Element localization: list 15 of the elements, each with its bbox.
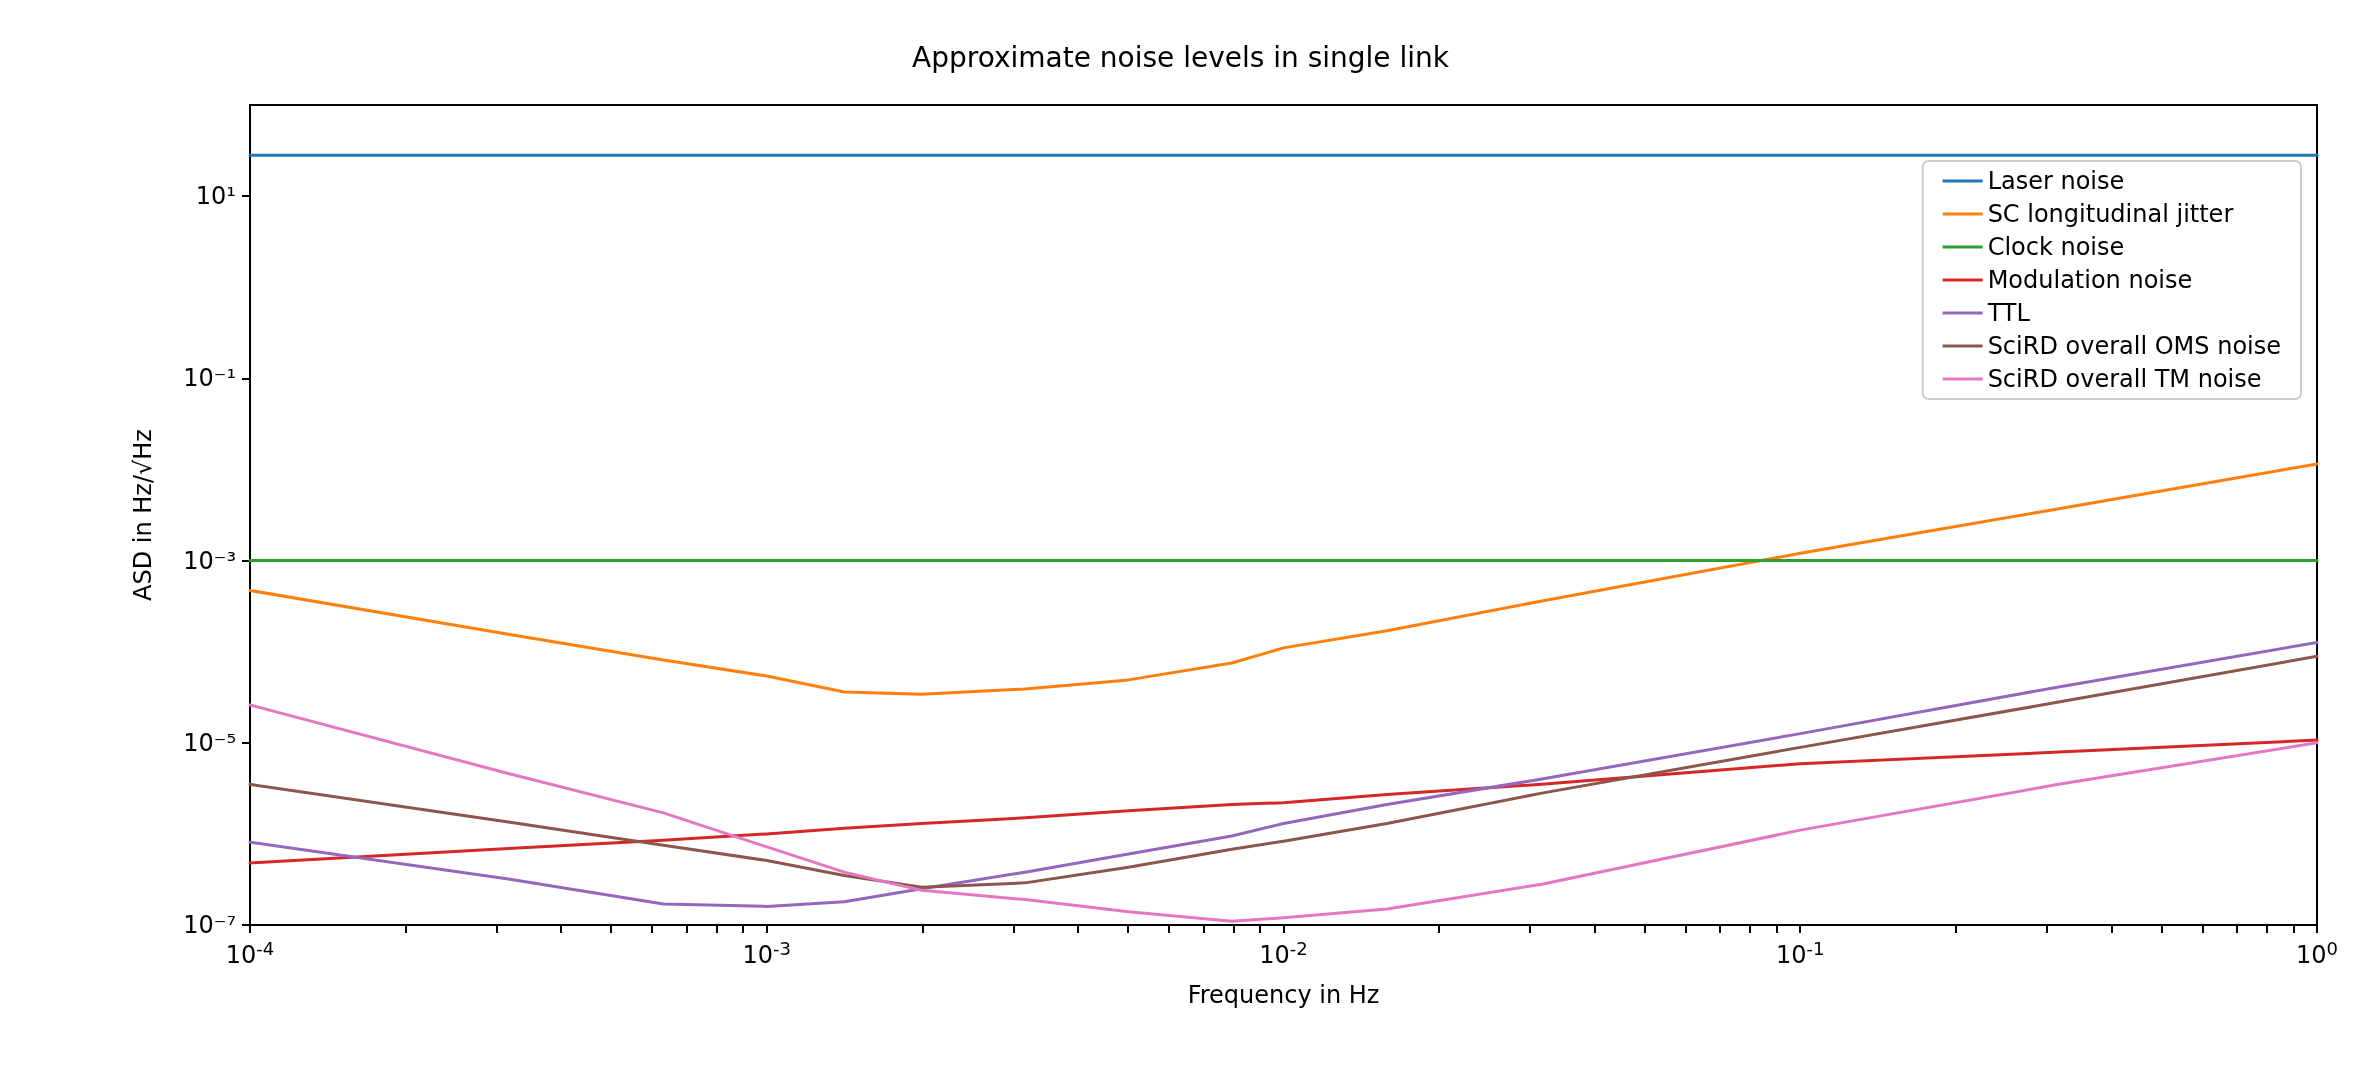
legend-label: Laser noise bbox=[1987, 167, 2125, 195]
legend-label: SC longitudinal jitter bbox=[1987, 200, 2234, 228]
x-axis-title: Frequency in Hz bbox=[1187, 981, 1380, 1009]
y-tick-label: 10⁻⁷ bbox=[183, 911, 236, 939]
y-tick-label: 10¹ bbox=[195, 182, 236, 211]
legend-label: SciRD overall TM noise bbox=[1987, 365, 2262, 393]
y-tick-label: 10⁻⁵ bbox=[183, 728, 236, 757]
legend-label: Clock noise bbox=[1987, 233, 2125, 261]
chart-title: Approximate noise levels in single link bbox=[912, 40, 1450, 74]
legend-label: SciRD overall OMS noise bbox=[1987, 332, 2282, 360]
y-tick-label: 10⁻³ bbox=[183, 546, 236, 575]
legend-label: TTL bbox=[1986, 299, 2031, 327]
y-tick-label: 10⁻¹ bbox=[183, 364, 236, 393]
y-axis-title: ASD in Hz/√Hz bbox=[129, 429, 157, 601]
legend-label: Modulation noise bbox=[1987, 266, 2193, 294]
